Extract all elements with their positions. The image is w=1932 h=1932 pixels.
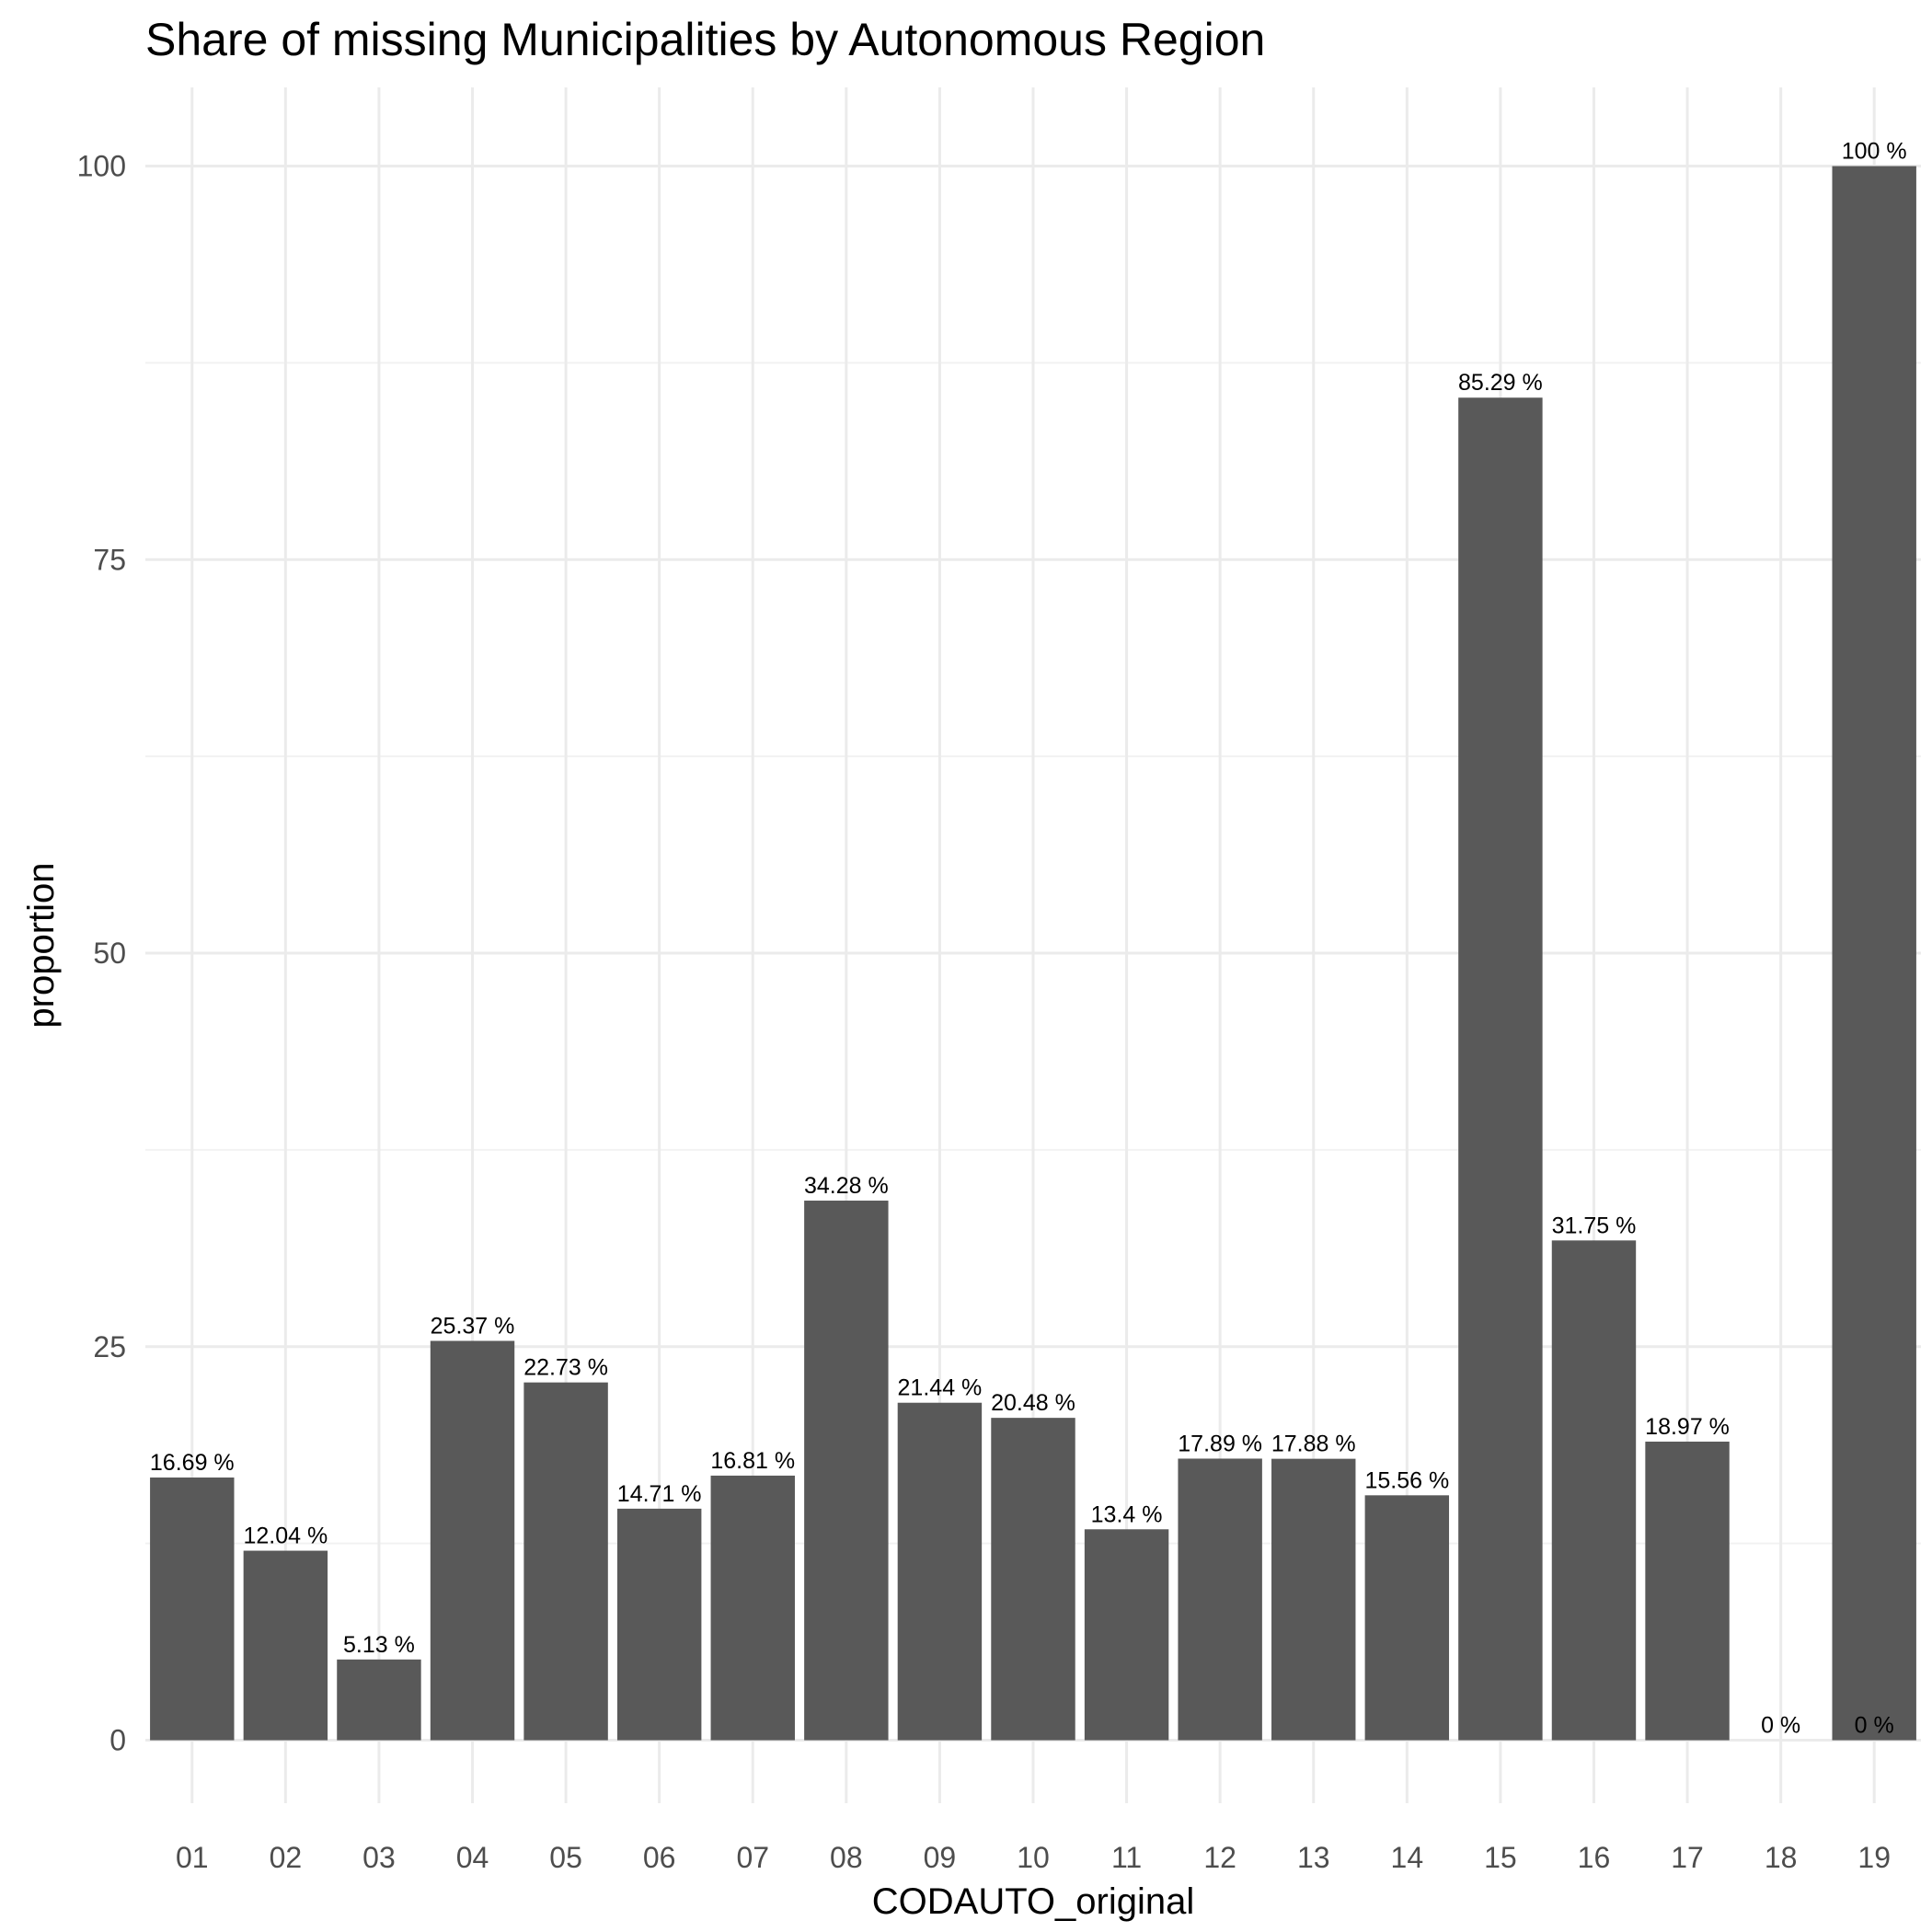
bar-12 <box>1178 1458 1261 1740</box>
y-tick-label: 100 <box>77 150 126 183</box>
bar-08 <box>804 1201 888 1741</box>
data-label-15: 85.29 % <box>1458 370 1543 396</box>
data-label-03: 5.13 % <box>343 1632 415 1658</box>
bar-03 <box>337 1660 420 1741</box>
data-label-13: 17.88 % <box>1271 1432 1356 1457</box>
bar-04 <box>431 1340 514 1740</box>
y-axis-ticks: 0 25 50 75 100 <box>77 150 126 1757</box>
data-label-14: 15.56 % <box>1364 1467 1449 1493</box>
x-tick-label-08: 08 <box>830 1841 863 1874</box>
x-tick-label-07: 07 <box>736 1841 769 1874</box>
y-tick-label: 0 <box>109 1724 126 1757</box>
bar-15 <box>1458 397 1542 1740</box>
bar-05 <box>523 1383 607 1741</box>
bar-14 <box>1365 1495 1449 1740</box>
x-tick-label-14: 14 <box>1391 1841 1424 1874</box>
x-tick-label-16: 16 <box>1578 1841 1611 1874</box>
x-tick-label-03: 03 <box>362 1841 396 1874</box>
x-tick-label-10: 10 <box>1017 1841 1050 1874</box>
x-tick-label-12: 12 <box>1203 1841 1236 1874</box>
x-tick-label-13: 13 <box>1297 1841 1330 1874</box>
bar-13 <box>1271 1459 1355 1741</box>
x-tick-label-06: 06 <box>643 1841 676 1874</box>
bar-07 <box>711 1476 795 1741</box>
x-tick-label-02: 02 <box>270 1841 303 1874</box>
x-tick-label-09: 09 <box>924 1841 957 1874</box>
data-label-18: 0 % <box>1761 1713 1800 1739</box>
x-axis-ticks: 01 02 03 04 05 06 07 08 09 10 11 12 13 14 15 16 17 18 19 <box>176 1841 1891 1874</box>
x-tick-label-05: 05 <box>549 1841 582 1874</box>
bar-16 <box>1552 1240 1636 1740</box>
data-label-04: 25.37 % <box>431 1313 515 1339</box>
bar-02 <box>244 1551 328 1741</box>
data-label-09: 21.44 % <box>898 1375 983 1401</box>
x-tick-label-04: 04 <box>456 1841 489 1874</box>
bar-11 <box>1085 1529 1168 1740</box>
bar-19 <box>1833 167 1916 1741</box>
bar-06 <box>617 1509 701 1741</box>
data-label-19: 0 % <box>1855 1713 1894 1739</box>
x-tick-label-11: 11 <box>1111 1841 1142 1874</box>
data-label-05: 22.73 % <box>523 1355 608 1381</box>
x-tick-label-19: 19 <box>1857 1841 1891 1874</box>
y-axis-title: proportion <box>21 862 62 1028</box>
data-label-17: 18.97 % <box>1645 1414 1730 1440</box>
bar-17 <box>1645 1442 1729 1741</box>
bar-10 <box>991 1418 1075 1740</box>
x-tick-label-17: 17 <box>1671 1841 1704 1874</box>
bar-09 <box>898 1403 982 1741</box>
data-label-10: 20.48 % <box>991 1390 1075 1416</box>
data-label-19: 100 % <box>1842 139 1907 165</box>
data-label-08: 34.28 % <box>804 1173 889 1199</box>
data-label-07: 16.81 % <box>710 1448 795 1474</box>
data-label-02: 12.04 % <box>243 1524 328 1549</box>
y-tick-label: 75 <box>93 543 126 576</box>
data-label-11: 13.4 % <box>1091 1501 1163 1527</box>
data-label-16: 31.75 % <box>1552 1213 1637 1238</box>
data-label-01: 16.69 % <box>150 1450 235 1476</box>
x-tick-label-18: 18 <box>1765 1841 1798 1874</box>
data-label-12: 17.89 % <box>1178 1431 1262 1456</box>
x-tick-label-01: 01 <box>176 1841 209 1874</box>
x-axis-title: CODAUTO_original <box>872 1881 1195 1922</box>
x-tick-label-15: 15 <box>1484 1841 1517 1874</box>
bar-01 <box>150 1478 234 1741</box>
y-tick-label: 25 <box>93 1330 126 1363</box>
data-label-06: 14.71 % <box>617 1481 702 1507</box>
y-tick-label: 50 <box>93 937 126 970</box>
